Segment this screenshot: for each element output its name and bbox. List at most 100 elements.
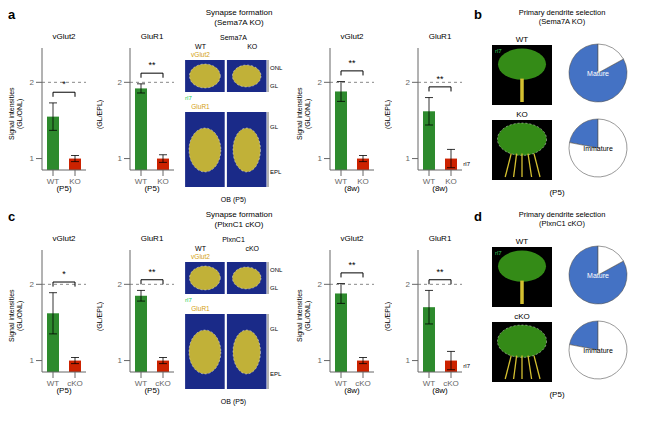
svg-text:**: **: [436, 267, 444, 277]
html-text:WT: WT: [515, 35, 529, 44]
svg-text:1: 1: [30, 356, 35, 365]
svg-text:WT: WT: [135, 379, 148, 386]
svg-text:**: **: [348, 260, 356, 270]
svg-text:1: 1: [30, 154, 35, 163]
svg-text:WT: WT: [195, 245, 207, 252]
svg-text:GL: GL: [270, 83, 279, 89]
svg-text:2: 2: [318, 280, 323, 289]
svg-text:WT: WT: [47, 177, 60, 184]
svg-text:1: 1: [118, 154, 123, 163]
html-text:Signal intensities (GL/ONL): Signal intensities (GL/ONL): [296, 87, 311, 141]
svg-text:1: 1: [406, 356, 411, 365]
svg-text:WT: WT: [423, 379, 436, 386]
svg-text:WT: WT: [335, 379, 348, 386]
svg-text:rl7: rl7: [495, 48, 502, 54]
svg-text:**: **: [148, 60, 156, 70]
svg-text:cKO: cKO: [67, 379, 83, 386]
svg-text:rl7: rl7: [495, 250, 502, 256]
svg-text:WT: WT: [135, 177, 148, 184]
html-text:b: b: [474, 7, 482, 22]
svg-text:GluR1: GluR1: [191, 305, 210, 312]
svg-text:EPL: EPL: [270, 169, 282, 175]
html-text:GluR1: GluR1: [428, 234, 452, 243]
svg-text:**: **: [148, 267, 156, 277]
html-text:a: a: [8, 7, 16, 22]
svg-text:vGlut2: vGlut2: [191, 253, 210, 260]
html-text:GluR1: GluR1: [140, 234, 164, 243]
html-text:(8w): (8w): [344, 184, 360, 193]
svg-text:GL: GL: [270, 326, 279, 332]
html-text:Primary dendrite selection (Pl: Primary dendrite selection (PlxnC1 cKO): [518, 210, 606, 229]
html-text:d: d: [474, 209, 482, 224]
html-text:(8w): (8w): [344, 386, 360, 395]
svg-text:KO: KO: [445, 177, 457, 184]
html-text:vGlut2: vGlut2: [52, 32, 76, 41]
html-text:vGlut2: vGlut2: [52, 234, 76, 243]
svg-text:WT: WT: [47, 379, 60, 386]
html-text:(P5): (P5): [144, 184, 160, 193]
svg-text:KO: KO: [357, 177, 369, 184]
svg-text:2: 2: [318, 78, 323, 87]
html-text:KO: KO: [516, 110, 528, 119]
svg-text:KO: KO: [157, 177, 169, 184]
svg-text:Sema7A: Sema7A: [220, 34, 247, 41]
svg-text:ONL: ONL: [270, 65, 283, 71]
html-text:vGlut2: vGlut2: [340, 32, 364, 41]
svg-text:WT: WT: [335, 177, 348, 184]
svg-text:1: 1: [406, 154, 411, 163]
html-text:Primary dendrite selection (Se: Primary dendrite selection (Sema7A KO): [518, 8, 606, 27]
svg-text:2: 2: [30, 280, 35, 289]
svg-text:2: 2: [406, 78, 411, 87]
html-text:Signal intensities (GL/ONL): Signal intensities (GL/ONL): [8, 87, 23, 141]
html-text:c: c: [8, 209, 16, 224]
html-text:vGlut2: vGlut2: [340, 234, 364, 243]
html-text:GluR1: GluR1: [140, 32, 164, 41]
svg-text:**: **: [436, 74, 444, 84]
html-text:(P5): (P5): [56, 184, 72, 193]
html-text:Signal intensities (GL/ONL): Signal intensities (GL/ONL): [296, 289, 311, 343]
svg-text:cKO: cKO: [355, 379, 371, 386]
html-text:(8w): (8w): [432, 184, 448, 193]
svg-text:*: *: [62, 269, 66, 279]
html-text:(P5): (P5): [144, 386, 160, 395]
svg-text:1: 1: [318, 356, 323, 365]
svg-text:GL: GL: [270, 285, 279, 291]
svg-text:2: 2: [118, 78, 123, 87]
svg-text:PlxnC1: PlxnC1: [222, 236, 245, 243]
svg-text:cKO: cKO: [443, 379, 459, 386]
svg-text:vGlut2: vGlut2: [191, 51, 210, 58]
html-text:(P5): (P5): [549, 188, 565, 197]
html-text:WT: WT: [515, 237, 529, 246]
svg-text:GluR1: GluR1: [191, 103, 210, 110]
svg-text:**: **: [348, 58, 356, 68]
svg-text:EPL: EPL: [270, 371, 282, 377]
svg-text:rl7: rl7: [185, 95, 192, 101]
svg-text:KO: KO: [247, 43, 258, 50]
svg-text:WT: WT: [195, 43, 207, 50]
svg-text:*: *: [62, 79, 66, 89]
svg-text:1: 1: [318, 154, 323, 163]
svg-text:1: 1: [118, 356, 123, 365]
html-text:(8w): (8w): [432, 386, 448, 395]
html-text:Mature: Mature: [587, 69, 609, 77]
svg-text:2: 2: [406, 280, 411, 289]
svg-text:OB (P5): OB (P5): [221, 398, 246, 406]
html-text:(P5): (P5): [549, 390, 565, 399]
html-text:Synapse formation (Sema7A KO): Synapse formation (Sema7A KO): [205, 8, 273, 27]
svg-text:cKO: cKO: [155, 379, 171, 386]
svg-text:2: 2: [118, 280, 123, 289]
svg-text:GL: GL: [270, 124, 279, 130]
svg-text:ONL: ONL: [270, 267, 283, 273]
svg-text:KO: KO: [69, 177, 81, 184]
svg-text:cKO: cKO: [245, 245, 259, 252]
html-text:Immature: Immature: [583, 144, 613, 152]
svg-text:WT: WT: [423, 177, 436, 184]
html-text:Signal intensities (GL/ONL): Signal intensities (GL/ONL): [8, 289, 23, 343]
svg-text:2: 2: [30, 78, 35, 87]
html-text:GluR1: GluR1: [428, 32, 452, 41]
svg-text:rl7: rl7: [185, 297, 192, 303]
html-text:(P5): (P5): [56, 386, 72, 395]
svg-text:OB (P5): OB (P5): [221, 196, 246, 204]
html-text:cKO: cKO: [514, 312, 530, 321]
html-text:Synapse formation (PlxnC1 cKO): Synapse formation (PlxnC1 cKO): [205, 210, 273, 229]
